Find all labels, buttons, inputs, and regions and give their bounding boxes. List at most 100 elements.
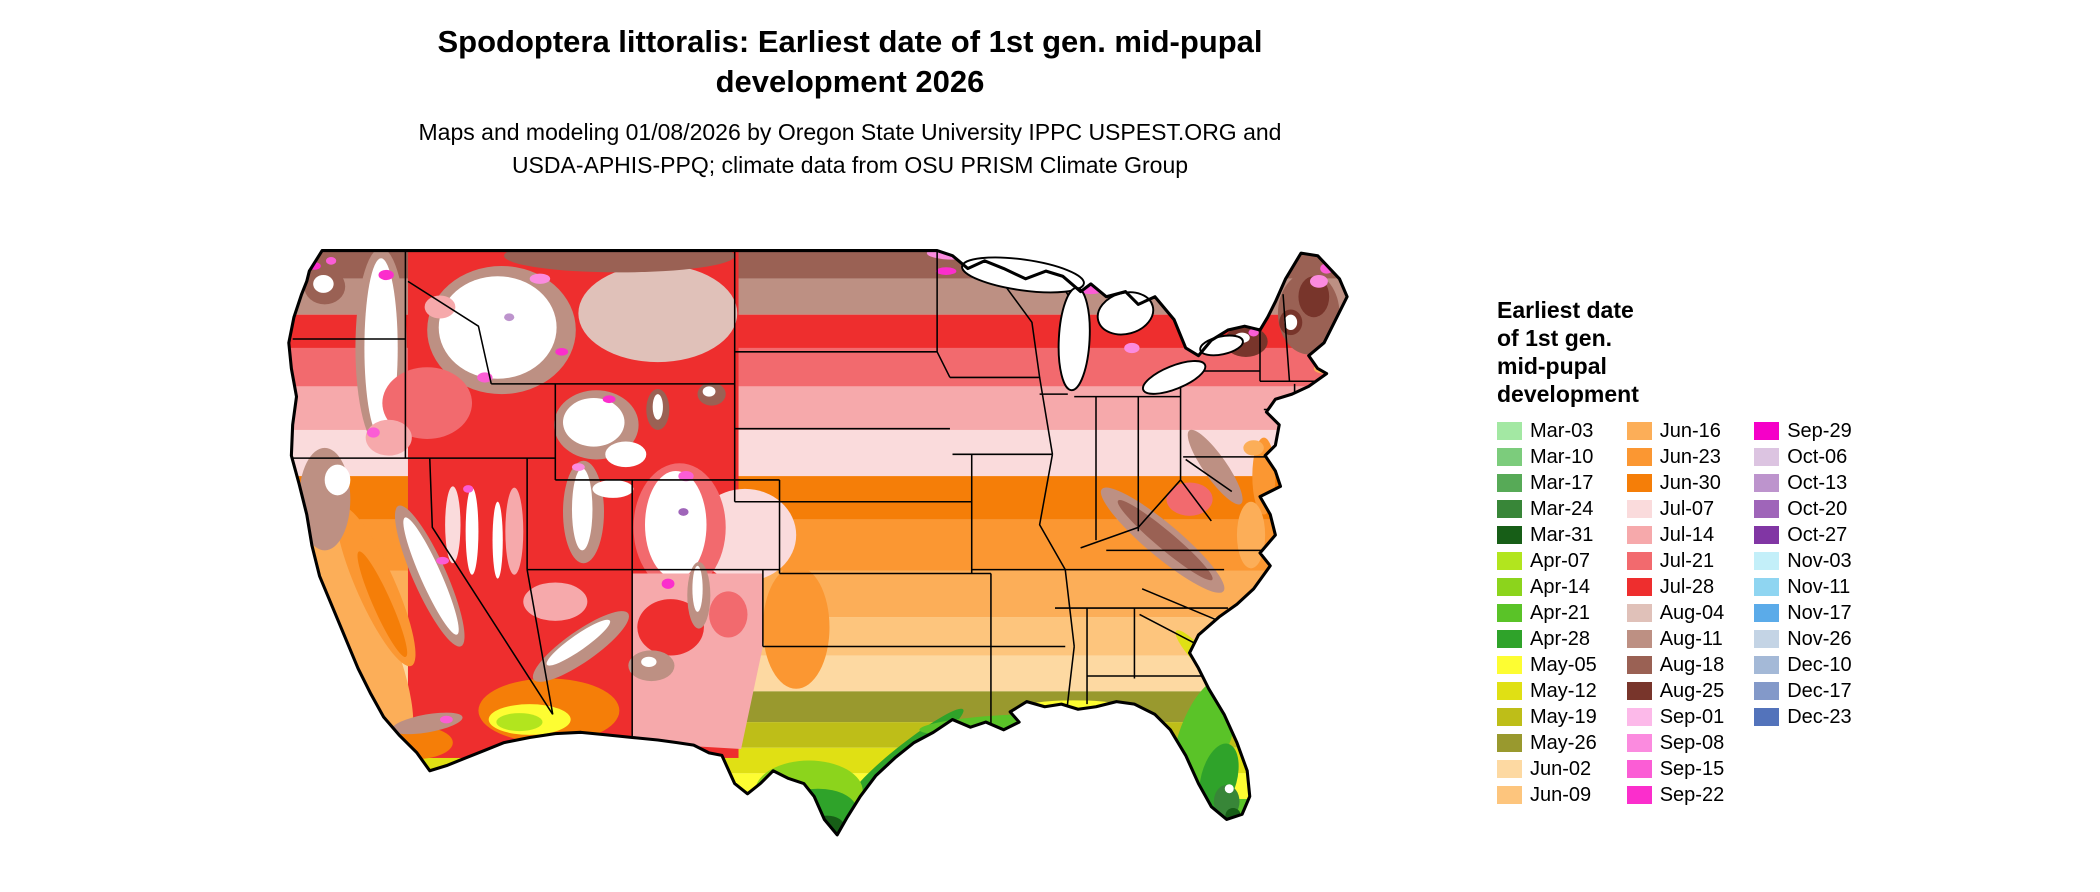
legend-title-line-4: development — [1497, 381, 1639, 407]
legend-swatch-jul28 — [1626, 578, 1652, 596]
purple-speck — [1326, 257, 1337, 265]
legend-date-label: Nov-26 — [1787, 627, 1852, 650]
legend-date-label: Jul-14 — [1659, 523, 1715, 546]
legend-item-sep22: Sep-22 — [1626, 782, 1725, 808]
legend-swatch-sep22 — [1626, 786, 1652, 804]
legend-date-label: Aug-04 — [1659, 601, 1725, 624]
us-map — [235, 249, 1465, 888]
legend-swatch-jul14 — [1626, 526, 1652, 544]
legend-item-sep15: Sep-15 — [1626, 756, 1725, 782]
legend-swatch-apr07 — [1497, 552, 1522, 570]
us-outline — [287, 249, 1349, 837]
us-map-figure — [235, 200, 1465, 888]
legend-date-label: Oct-20 — [1787, 497, 1848, 520]
legend-date-label: Mar-31 — [1530, 523, 1594, 546]
legend-swatch-jun09 — [1497, 786, 1522, 804]
legend-date-label: May-19 — [1530, 705, 1597, 728]
legend-swatch-jul07 — [1626, 500, 1652, 518]
legend-item-nov11: Nov-11 — [1754, 574, 1852, 600]
legend-swatch-aug25 — [1626, 682, 1652, 700]
legend-item-dec23: Dec-23 — [1754, 704, 1852, 730]
legend-swatch-mar10 — [1497, 448, 1522, 466]
magenta-speck — [1248, 328, 1259, 337]
olympics-snow — [313, 274, 334, 293]
magenta-speck — [1124, 342, 1140, 354]
legend-item-oct27: Oct-27 — [1754, 522, 1852, 548]
legend-date-label: Nov-17 — [1787, 601, 1852, 624]
legend-item-aug11: Aug-11 — [1626, 626, 1725, 652]
colorado-rockies-snow — [645, 470, 707, 579]
great-lakes — [961, 256, 1244, 395]
rio-grande-tip — [809, 815, 845, 835]
legend-date-label: Mar-24 — [1530, 497, 1594, 520]
nevada-basin — [445, 486, 461, 564]
legend-date-label: Jun-30 — [1659, 471, 1721, 494]
wasatch-snow — [571, 468, 593, 551]
appalachian-core — [1117, 500, 1213, 581]
nevada-range — [465, 487, 479, 575]
legend-swatch-apr28 — [1497, 630, 1522, 648]
magenta-speck — [529, 273, 551, 284]
new-mexico-east-patch — [709, 591, 748, 638]
philadelphia-patch — [1243, 440, 1264, 456]
long-island-strip — [1270, 401, 1307, 413]
legend-swatch-nov03 — [1754, 552, 1780, 570]
map-subtitle: Maps and modeling 01/08/2026 by Oregon S… — [0, 116, 1700, 182]
legend-title: Earliest date of 1st gen. mid-pupal deve… — [1497, 296, 1937, 408]
legend-item-jul21: Jul-21 — [1626, 548, 1725, 574]
legend-swatch-may05 — [1497, 656, 1522, 674]
legend-item-nov03: Nov-03 — [1754, 548, 1852, 574]
legend-date-label: Jul-07 — [1659, 497, 1715, 520]
magenta-speck — [571, 463, 585, 471]
legend-title-line-3: mid-pupal — [1497, 353, 1607, 379]
legend-date-label: May-05 — [1530, 653, 1597, 676]
legend-item-sep29: Sep-29 — [1754, 418, 1852, 444]
legend-date-label: Oct-13 — [1787, 471, 1848, 494]
legend-swatch-sep15 — [1626, 760, 1652, 778]
legend-swatch-aug04 — [1626, 604, 1652, 622]
legend-item-dec10: Dec-10 — [1754, 652, 1852, 678]
legend-item-jun02: Jun-02 — [1497, 756, 1597, 782]
legend-item-may05: May-05 — [1497, 652, 1597, 678]
klamath-snow — [324, 464, 351, 496]
magenta-speck — [436, 556, 449, 565]
legend-item-dec17: Dec-17 — [1754, 678, 1852, 704]
legend-item-jun16: Jun-16 — [1626, 418, 1725, 444]
legend-date-label: Apr-07 — [1530, 549, 1591, 572]
legend-columns: Mar-03 Mar-10 Mar-17 Mar-24 Mar-31 Apr-07 Apr-… — [1497, 418, 1937, 808]
magenta-speck — [1309, 274, 1328, 288]
legend-date-label: Jun-09 — [1530, 783, 1592, 806]
legend-swatch-oct06 — [1754, 448, 1780, 466]
legend-item-aug25: Aug-25 — [1626, 678, 1724, 704]
nevada-range — [492, 501, 503, 579]
yellowstone-snow — [563, 397, 625, 447]
legend-date-label: Dec-10 — [1787, 653, 1852, 676]
purple-speck — [678, 508, 689, 516]
legend-item-apr28: Apr-28 — [1497, 626, 1597, 652]
nevada-basin — [505, 487, 524, 575]
uinta-snow — [592, 479, 634, 498]
legend-swatch-oct27 — [1754, 526, 1780, 544]
legend-date-label: May-12 — [1530, 679, 1597, 702]
legend-item-oct13: Oct-13 — [1754, 470, 1852, 496]
band-mar-24 — [235, 845, 1465, 888]
legend-swatch-oct20 — [1754, 500, 1780, 518]
legend-item-aug04: Aug-04 — [1626, 600, 1725, 626]
magenta-speck — [1138, 281, 1157, 292]
magenta-speck — [602, 395, 616, 404]
legend-date-label: Sep-22 — [1659, 783, 1725, 806]
texas-panhandle-patch — [762, 565, 830, 689]
legend-date-label: Jun-23 — [1659, 445, 1721, 468]
legend-date-label: Dec-17 — [1787, 679, 1852, 702]
legend-date-label: Mar-03 — [1530, 419, 1594, 442]
state-borders — [288, 250, 1322, 741]
florida-keys-dot — [1216, 827, 1222, 833]
legend-date-label: Sep-15 — [1659, 757, 1725, 780]
north-border-brown — [504, 250, 735, 273]
legend-swatch-nov26 — [1754, 630, 1780, 648]
legend-swatch-jul21 — [1626, 552, 1652, 570]
new-mexico-hot-patch — [637, 599, 704, 656]
legend-item-may12: May-12 — [1497, 678, 1597, 704]
legend-date-label: Jul-21 — [1659, 549, 1715, 572]
